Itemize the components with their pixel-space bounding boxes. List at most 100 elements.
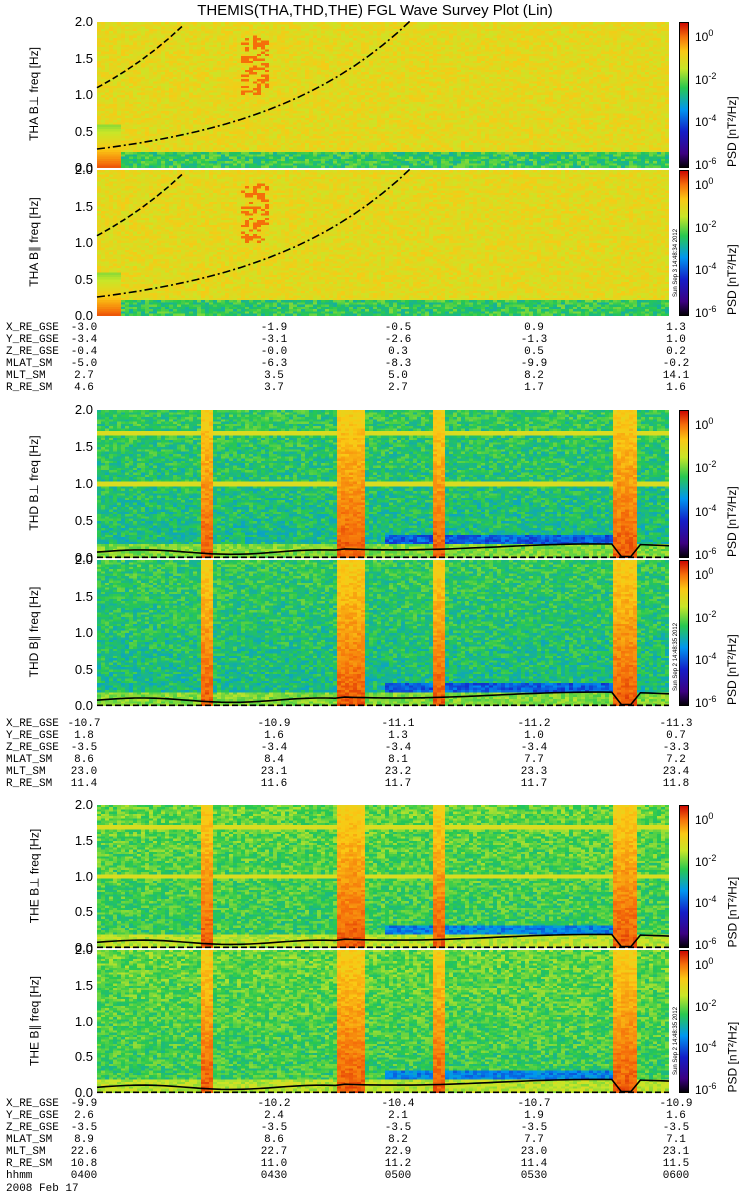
y-tick-label: 1.0	[74, 625, 93, 640]
y-tick-label: 0.5	[74, 123, 93, 139]
ephemeris-value: -5.0	[70, 358, 98, 370]
ephemeris-row-label: MLT_SM	[6, 370, 46, 382]
ephemeris-value: 0.2	[666, 346, 686, 358]
colorbar-gradient	[679, 170, 689, 316]
ephemeris-value: 3.5	[264, 370, 284, 382]
ephemeris-value: -1.9	[260, 322, 288, 334]
colorbar-label: PSD [nT²/Hz]	[725, 1021, 739, 1092]
ephemeris-value: 0.9	[524, 322, 544, 334]
ephemeris-row-label: MLT_SM	[6, 1146, 46, 1158]
y-tick-label: 2.0	[74, 552, 93, 567]
overlay-line	[96, 19, 413, 150]
spectrogram-image	[97, 22, 669, 168]
y-tick-label: 0.5	[74, 904, 93, 920]
ephemeris-value: 0500	[384, 1170, 412, 1182]
overlay-line	[96, 691, 670, 706]
colorbar-tick-label: 100	[695, 566, 714, 582]
y-tick-label: 0.5	[74, 661, 93, 677]
ephemeris-value: 7.1	[666, 1134, 686, 1146]
ephemeris-value: 1.6	[666, 1110, 686, 1122]
ephemeris-value: 23.0	[70, 766, 98, 778]
y-tick-label: 0.5	[74, 1049, 93, 1065]
colorbar-tick-label: 10-4	[695, 1039, 717, 1056]
y-tick-label: 0.0	[74, 1085, 93, 1100]
ephemeris-value: 1.6	[264, 730, 284, 742]
ephemeris-row-label: Z_RE_GSE	[6, 346, 59, 358]
y-tick-label: 0.5	[74, 513, 93, 528]
ephemeris-value: 7.7	[524, 1134, 544, 1146]
ephemeris-value: -6.3	[260, 358, 288, 370]
y-axis-label: THA B⊥ freq [Hz]	[27, 47, 41, 141]
colorbar-frame	[679, 560, 689, 706]
ephemeris-value: 11.2	[384, 1158, 412, 1170]
colorbar-tick-label: 10-4	[695, 651, 717, 668]
ephemeris-value: -0.4	[70, 346, 98, 358]
ephemeris-value: -10.7	[517, 1098, 551, 1110]
y-tick-label: 2.0	[74, 14, 93, 29]
ephemeris-value: -9.9	[70, 1098, 98, 1110]
ephemeris-value: 8.4	[264, 754, 284, 766]
colorbar	[679, 805, 689, 948]
y-tick-label: 0.0	[74, 160, 93, 175]
ephemeris-row-label: R_RE_SM	[6, 1158, 53, 1170]
spectrogram-panel	[96, 167, 669, 316]
colorbar-tick-label: 10-2	[695, 218, 717, 235]
y-tick-label: 0.0	[74, 550, 93, 565]
ephemeris-value: 1.3	[388, 730, 408, 742]
ephemeris-value: 2.1	[388, 1110, 408, 1122]
ephemeris-row-label: MLT_SM	[6, 766, 46, 778]
ephemeris-value: 2.7	[388, 382, 408, 394]
spectrogram-image	[97, 170, 669, 316]
ephemeris-value: -10.4	[381, 1098, 415, 1110]
colorbar-tick-label: 10-2	[695, 459, 717, 476]
ephemeris-row-label: X_RE_GSE	[6, 1098, 59, 1110]
y-tick-label: 0.0	[74, 308, 93, 323]
ephemeris-value: 23.1	[260, 766, 288, 778]
colorbar-tick-label: 100	[695, 811, 714, 827]
ephemeris-value: 11.6	[260, 778, 288, 790]
colorbar-tick-label: 10-2	[695, 608, 717, 625]
ephemeris-value: 2.7	[74, 370, 94, 382]
ephemeris-value: 2.6	[74, 1110, 94, 1122]
spectrogram-panel	[96, 19, 669, 168]
ephemeris-row-label: X_RE_GSE	[6, 718, 59, 730]
colorbar-label: PSD [nT²/Hz]	[725, 486, 739, 557]
ephemeris-value: 5.0	[388, 370, 408, 382]
ephemeris-value: -1.3	[520, 334, 548, 346]
colorbar-tick-label: 10-4	[695, 894, 717, 911]
colorbar-frame	[679, 950, 689, 1093]
ephemeris-value: -3.5	[70, 742, 98, 754]
ephemeris-value: -0.5	[384, 322, 412, 334]
ephemeris-value: 1.9	[524, 1110, 544, 1122]
y-tick-label: 1.0	[74, 1013, 93, 1029]
ephemeris-value: 11.0	[260, 1158, 288, 1170]
spectrogram-panel	[96, 410, 670, 559]
colorbar	[679, 560, 689, 706]
ephemeris-value: -11.1	[381, 718, 415, 730]
spectrogram-panel	[96, 560, 670, 707]
timestamp-stamp: Sun Sep 2 14:48:35 2012	[673, 622, 679, 691]
ephemeris-value: 11.7	[520, 778, 548, 790]
ephemeris-value: -3.4	[520, 742, 548, 754]
ephemeris-value: 8.6	[264, 1134, 284, 1146]
colorbar-tick-label: 10-6	[695, 304, 717, 320]
ephemeris-value: -3.3	[662, 742, 690, 754]
y-tick-label: 2.0	[74, 402, 93, 417]
ephemeris-value: 0.7	[666, 730, 686, 742]
colorbar-tick-label: 10-6	[695, 936, 717, 952]
colorbar-frame	[679, 805, 689, 948]
ephemeris-value: -10.9	[257, 718, 291, 730]
ephemeris-value: 23.4	[662, 766, 690, 778]
spectrogram-panel	[96, 805, 670, 949]
overlay-line	[96, 933, 670, 948]
colorbar-gradient	[679, 410, 689, 558]
spectrogram-image	[97, 950, 669, 1093]
ephemeris-row-label: R_RE_SM	[6, 778, 53, 790]
overlay-line	[96, 25, 184, 89]
colorbar-label: PSD [nT²/Hz]	[725, 876, 739, 947]
ephemeris-value: -3.0	[70, 322, 98, 334]
frequency-overlay	[96, 543, 670, 559]
ephemeris-value: 10.8	[70, 1158, 98, 1170]
y-axis-label: THD B∥ freq [Hz]	[27, 586, 41, 678]
y-tick-label: 1.0	[74, 868, 93, 884]
